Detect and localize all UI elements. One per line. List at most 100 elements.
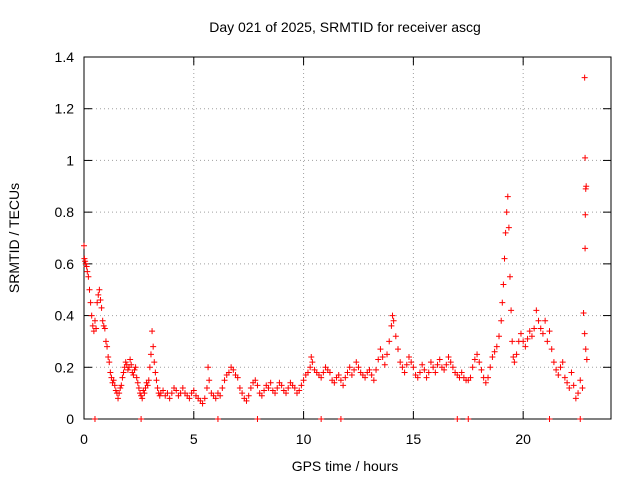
data-point — [199, 400, 206, 407]
data-point — [544, 338, 551, 345]
data-point — [501, 255, 508, 262]
data-point — [430, 364, 437, 371]
y-tick-label: 1 — [66, 152, 74, 168]
data-point — [258, 392, 265, 399]
data-point — [502, 229, 509, 236]
data-point — [526, 328, 533, 335]
data-point — [375, 356, 382, 363]
data-point — [467, 374, 474, 381]
data-point — [94, 299, 101, 306]
data-point — [377, 346, 384, 353]
data-point — [153, 377, 160, 384]
data-point — [572, 395, 579, 402]
data-point — [583, 356, 590, 363]
data-point — [434, 361, 441, 368]
plot-frame — [83, 56, 612, 420]
data-point — [88, 312, 95, 319]
data-point — [318, 374, 325, 381]
data-point — [454, 416, 461, 422]
data-point — [81, 255, 88, 262]
data-point — [548, 346, 555, 353]
data-point — [307, 364, 314, 371]
data-point — [342, 374, 349, 381]
data-point — [504, 193, 511, 200]
data-point — [245, 392, 252, 399]
data-point — [247, 384, 254, 391]
data-point — [291, 384, 298, 391]
data-point — [285, 384, 292, 391]
data-point — [145, 377, 152, 384]
data-point — [128, 361, 135, 368]
data-point — [156, 392, 163, 399]
chart-title: Day 021 of 2025, SRMTID for receiver asc… — [209, 19, 481, 35]
data-point — [335, 372, 342, 379]
data-point — [190, 387, 197, 394]
data-point — [441, 366, 448, 373]
data-point — [186, 395, 193, 402]
data-point — [234, 374, 241, 381]
data-point — [557, 364, 564, 371]
data-point — [331, 379, 338, 386]
data-point — [101, 325, 108, 332]
y-tick-label: 0 — [66, 411, 74, 427]
data-point — [151, 359, 158, 366]
data-point — [399, 364, 406, 371]
data-point — [206, 377, 213, 384]
y-tick-label: 0.8 — [55, 204, 75, 220]
data-point — [510, 353, 517, 360]
data-point — [91, 317, 98, 324]
data-point — [566, 384, 573, 391]
data-point — [579, 384, 586, 391]
data-point — [141, 390, 148, 397]
data-point — [265, 384, 272, 391]
data-point — [355, 364, 362, 371]
data-point — [581, 330, 588, 337]
y-tick-label: 0.2 — [55, 359, 75, 375]
data-point — [118, 382, 125, 389]
data-point — [577, 377, 584, 384]
data-point — [580, 309, 587, 316]
data-point — [267, 379, 274, 386]
data-point — [506, 273, 513, 280]
data-point — [120, 369, 127, 376]
data-point — [212, 395, 219, 402]
data-point — [96, 286, 103, 293]
data-point — [436, 356, 443, 363]
data-point — [498, 317, 505, 324]
data-point — [98, 304, 105, 311]
data-point — [300, 377, 307, 384]
data-point — [132, 364, 139, 371]
data-point — [138, 416, 145, 422]
x-tick-label: 15 — [406, 431, 422, 447]
data-point — [474, 351, 481, 358]
data-point — [370, 377, 377, 384]
data-point — [243, 397, 250, 404]
y-tick-label: 0.6 — [55, 256, 75, 272]
data-point — [239, 390, 246, 397]
data-point — [570, 382, 577, 389]
data-point — [482, 379, 489, 386]
data-point — [203, 384, 210, 391]
x-tick-label: 20 — [515, 431, 531, 447]
data-point — [408, 359, 415, 366]
data-point — [443, 361, 450, 368]
data-point — [86, 286, 93, 293]
data-point — [559, 359, 566, 366]
data-point — [93, 325, 100, 332]
y-tick-label: 1.4 — [55, 49, 75, 65]
data-point — [499, 299, 506, 306]
data-point — [346, 364, 353, 371]
data-point — [81, 242, 87, 249]
x-tick-label: 5 — [190, 431, 198, 447]
data-point — [485, 374, 492, 381]
data-point — [469, 364, 476, 371]
data-point — [537, 325, 544, 332]
data-point — [373, 366, 380, 373]
data-point — [381, 361, 388, 368]
data-point — [91, 416, 98, 422]
data-point — [112, 387, 119, 394]
data-point — [395, 346, 402, 353]
data-point — [149, 328, 156, 335]
data-point — [550, 359, 557, 366]
data-point — [219, 384, 226, 391]
